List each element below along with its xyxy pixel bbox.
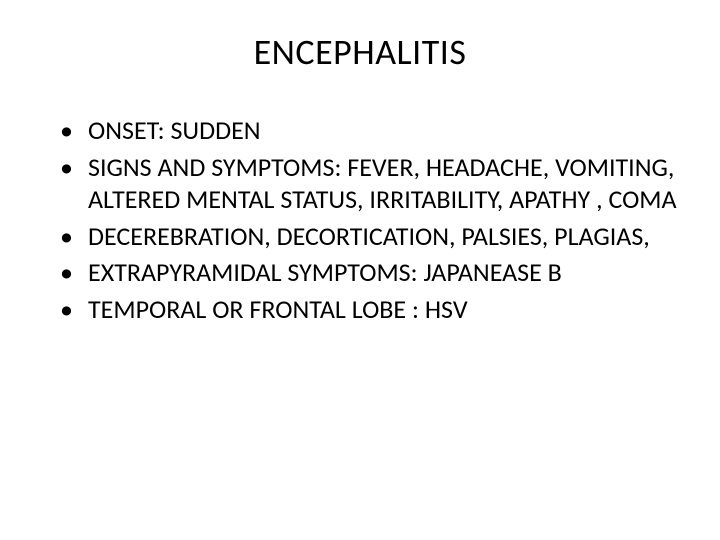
slide-title: ENCEPHALITIS (40, 30, 680, 74)
list-item: ONSET: SUDDEN (60, 114, 680, 147)
list-item: DECEREBRATION, DECORTICATION, PALSIES, P… (60, 220, 680, 253)
list-item: EXTRAPYRAMIDAL SYMPTOMS: JAPANEASE B (60, 256, 680, 289)
bullet-list: ONSET: SUDDEN SIGNS AND SYMPTOMS: FEVER,… (40, 114, 680, 325)
list-item: SIGNS AND SYMPTOMS: FEVER, HEADACHE, VOM… (60, 151, 680, 216)
list-item: TEMPORAL OR FRONTAL LOBE : HSV (60, 293, 680, 326)
